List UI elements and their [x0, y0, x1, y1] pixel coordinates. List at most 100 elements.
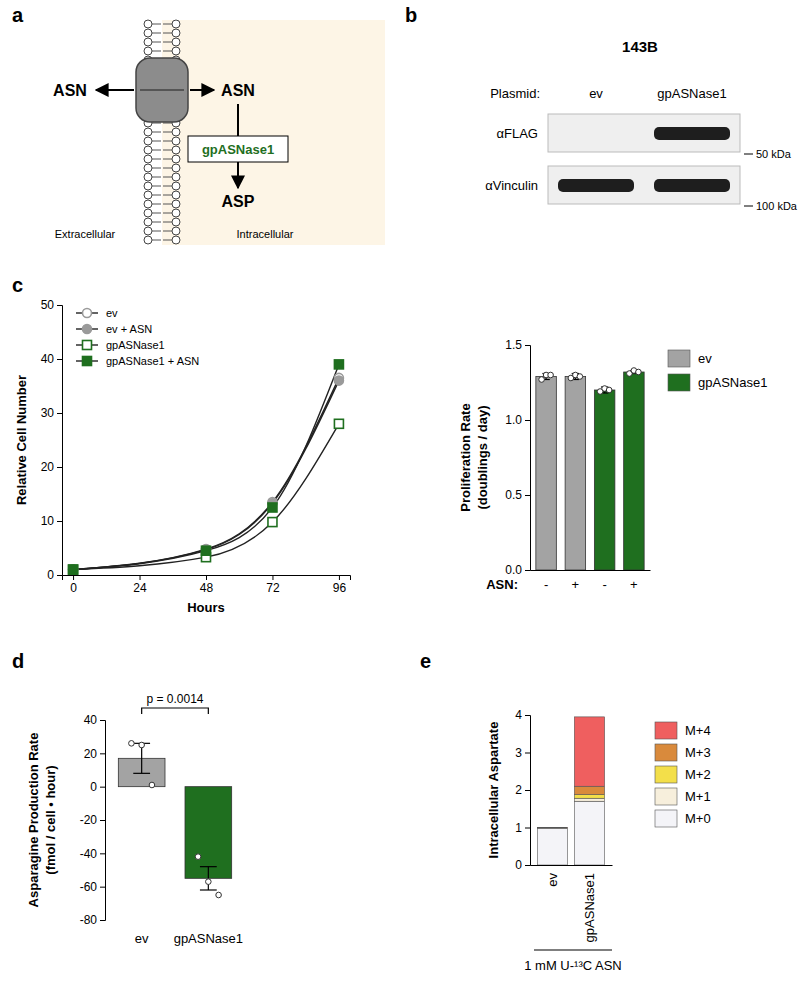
tick-label: -40 [80, 847, 98, 861]
lipid-head [172, 155, 180, 163]
tick-label: gpASNase1 [582, 873, 597, 942]
tick: -60 [80, 880, 105, 894]
cell-line: 143B [622, 38, 658, 55]
tick-label: - [602, 577, 606, 592]
tick-mark [206, 575, 207, 580]
tick-label: 1.0 [505, 413, 522, 427]
lipid-head [144, 218, 152, 226]
replicate-point [149, 782, 155, 788]
tick: 24 [133, 575, 147, 595]
legend-marker [83, 325, 92, 334]
legend-label: M+2 [685, 767, 711, 782]
tick: 48 [200, 575, 214, 595]
bar-segment [574, 786, 604, 794]
tick: 0 [70, 575, 77, 595]
legend-label: M+4 [685, 723, 711, 738]
legend: ev gpASNase1 [668, 350, 767, 391]
lipid-head [172, 209, 180, 217]
series-line [73, 381, 339, 570]
axis-title: (fmol / cell • hour) [43, 765, 58, 874]
tick-mark [57, 575, 62, 576]
tick-mark [57, 305, 62, 306]
lipid-head [144, 155, 152, 163]
axis: -+-+ [531, 570, 651, 592]
tick: - [602, 570, 606, 592]
blot-strip [548, 114, 740, 152]
series-line [73, 424, 339, 570]
tick-label: -60 [80, 880, 98, 894]
legend-swatch [655, 810, 677, 827]
lipid-head [172, 146, 180, 154]
marker [334, 419, 343, 428]
lipid-head [172, 20, 180, 28]
axis-title: Intracellular Aspartate [486, 722, 501, 859]
bar-segment [537, 827, 567, 828]
tick-label: - [544, 577, 548, 592]
lipid-tail [152, 42, 161, 43]
tick-mark [339, 575, 340, 580]
lipid-head [172, 182, 180, 190]
tick: 72 [266, 575, 280, 595]
bar-segment [537, 827, 567, 828]
lipid-tail [163, 177, 172, 178]
lipid-head [172, 236, 180, 244]
marker [268, 518, 277, 527]
arrow [190, 89, 214, 91]
axis-title: 1 mM U-¹³C ASN [524, 958, 622, 973]
annotation: p = 0.0014 [146, 692, 203, 706]
ladder-label: 100 kDa [756, 200, 798, 212]
tick-label: 96 [333, 581, 347, 595]
region-label: Intracellular [237, 228, 294, 240]
marker [69, 565, 78, 574]
tick-label: 4 [515, 708, 522, 722]
bar [624, 372, 644, 570]
legend: M+4M+3M+2M+1M+0 [655, 722, 711, 827]
lipid-tail [163, 231, 172, 232]
arrow [96, 89, 134, 91]
panel-letter: c [12, 274, 23, 296]
tick: 20 [84, 747, 105, 761]
tick: 30 [41, 406, 62, 420]
tick-mark [100, 920, 105, 921]
axis-line [57, 306, 63, 576]
bar-segment [537, 828, 567, 865]
lipid-head [172, 29, 180, 37]
error-bar [200, 867, 217, 890]
plot-area [69, 360, 344, 574]
tick-mark [57, 467, 62, 468]
replicate-point [636, 369, 642, 375]
replicate-point [216, 892, 222, 898]
lipid-tail [163, 222, 172, 223]
blot: b143BPlasmid:evgpASNase1αFLAG50 kDaαVinc… [405, 4, 798, 212]
tick-label: + [630, 577, 638, 592]
chart: 0.00.51.01.5-+-+Proliferation Rate(doubl… [458, 338, 767, 592]
ladder-tick [744, 154, 753, 155]
lipid-head [144, 38, 152, 46]
axis: 01020304050 [41, 298, 63, 582]
tick-label: 40 [41, 352, 55, 366]
legend-swatch [655, 766, 677, 783]
lipid-tail [163, 141, 172, 142]
molecule: ASP [222, 193, 255, 210]
blot-strip [548, 166, 740, 204]
antibody: αVinculin [485, 178, 538, 193]
lipid-head [144, 227, 152, 235]
bar-segment [537, 827, 567, 828]
significance-bracket [142, 708, 209, 714]
tick-mark [525, 715, 530, 716]
tick-mark [57, 359, 62, 360]
ladder-label: 50 kDa [756, 148, 792, 160]
tick-label: 24 [133, 581, 147, 595]
legend-label: ev + ASN [106, 323, 152, 335]
legend-label: ev [698, 351, 712, 366]
tick-mark [100, 720, 105, 721]
legend-label: gpASNase1 [698, 375, 767, 390]
tick-label: -80 [80, 913, 98, 927]
lipid-tail [152, 51, 161, 52]
tick-label: 20 [84, 747, 98, 761]
bar [565, 377, 585, 571]
legend-label: M+3 [685, 745, 711, 760]
plot-area [536, 368, 644, 570]
legend-swatch [668, 350, 690, 367]
tick-label: 0 [90, 780, 97, 794]
